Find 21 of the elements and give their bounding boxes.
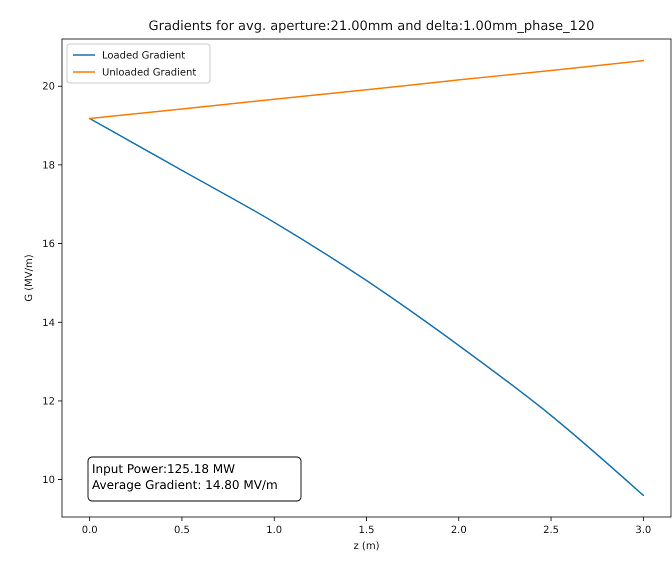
line-series [88, 60, 644, 120]
y-tick-label: 20 [42, 82, 55, 93]
y-tick-label: 16 [42, 239, 55, 250]
y-tick-label: 18 [42, 160, 55, 172]
y-tick-label: 12 [42, 396, 55, 408]
chart-title: Gradients for avg. aperture:21.00mm and delta:1.00mm_phase_120 [148, 19, 594, 34]
x-tick-label: 0.0 [82, 525, 98, 536]
y-tick-label: 14 [42, 318, 55, 329]
x-tick-label: 2.5 [543, 525, 559, 536]
x-tick-label: 2.0 [450, 525, 467, 536]
line-series [88, 118, 644, 496]
legend-label: Loaded Gradient [102, 50, 186, 62]
x-tick-label: 1.0 [266, 525, 282, 536]
y-axis-title: G (MV/m) [24, 254, 35, 302]
annotation: Input Power:125.18 MW Average Gradient: 14.80 MV/m [92, 462, 278, 492]
x-tick-label: 0.5 [174, 525, 190, 536]
x-tick-label: 1.5 [358, 525, 374, 536]
x-tick-label: 3.0 [635, 525, 652, 536]
legend-label: Unloaded Gradient [102, 68, 196, 78]
y-tick-label: 10 [42, 475, 55, 486]
x-axis-title: z (m) [354, 541, 380, 552]
